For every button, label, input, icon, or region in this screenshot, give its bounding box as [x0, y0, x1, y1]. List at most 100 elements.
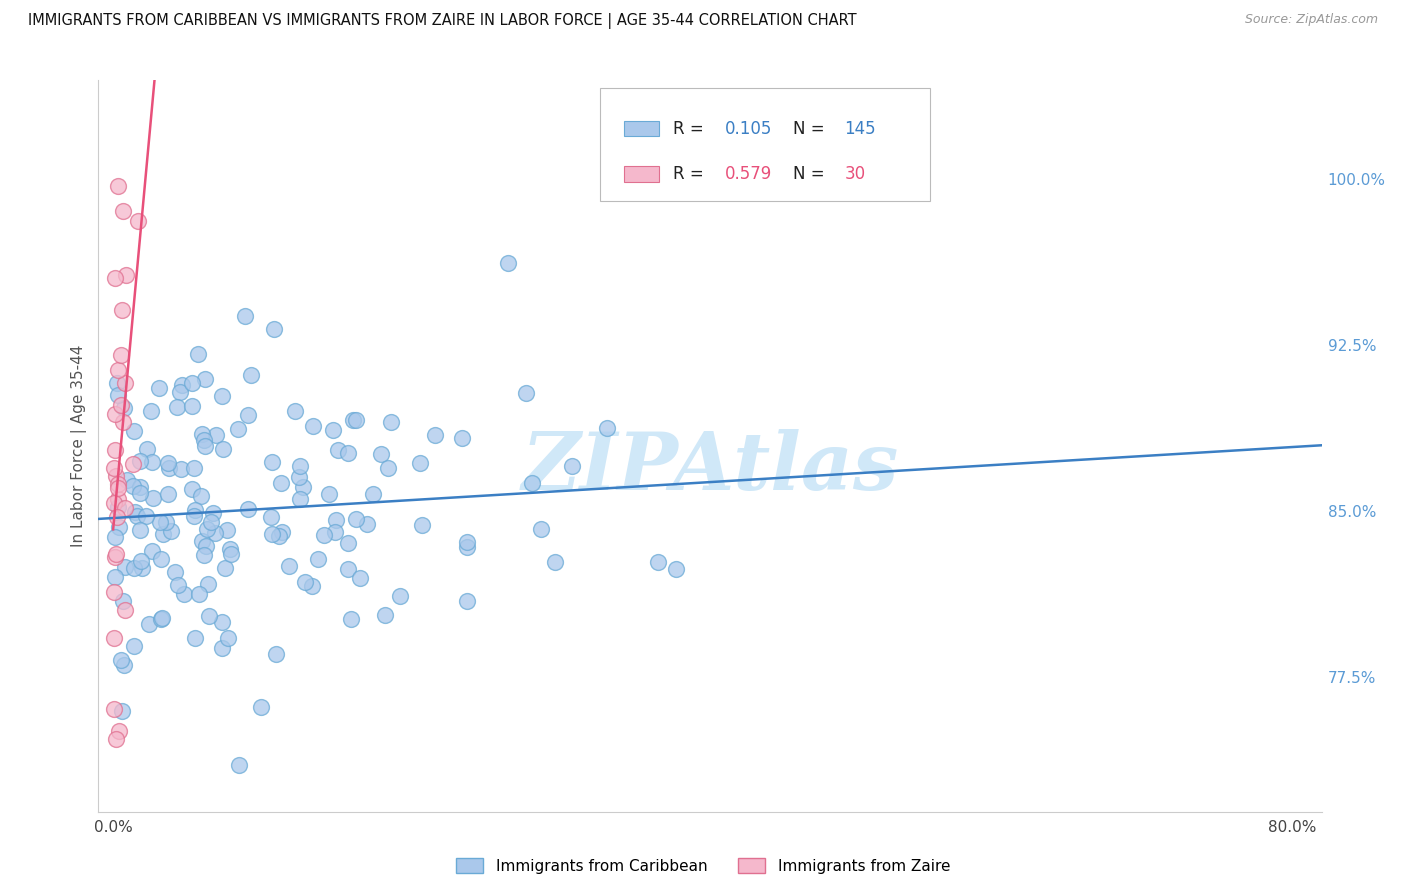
Point: [290, 458, 312, 473]
Text: ZIPAtlas: ZIPAtlas: [522, 429, 898, 507]
Point: [544, 555, 567, 569]
Point: [294, 575, 316, 590]
Point: [121, 457, 143, 471]
Point: [128, 479, 150, 493]
Point: [105, 376, 128, 390]
Point: [195, 539, 218, 553]
Bar: [624, 121, 658, 136]
Point: [112, 401, 135, 415]
Point: [111, 303, 134, 318]
Point: [217, 523, 239, 537]
Point: [336, 561, 359, 575]
Point: [356, 517, 378, 532]
Point: [129, 523, 152, 537]
Point: [122, 561, 145, 575]
Point: [260, 455, 283, 469]
Text: 92.5%: 92.5%: [1327, 339, 1376, 354]
Point: [170, 378, 193, 392]
Point: [344, 413, 367, 427]
Point: [236, 502, 259, 516]
Text: 145: 145: [845, 120, 876, 137]
Point: [193, 548, 215, 562]
Point: [110, 653, 132, 667]
Point: [647, 555, 669, 569]
Point: [138, 616, 160, 631]
Text: IMMIGRANTS FROM CARIBBEAN VS IMMIGRANTS FROM ZAIRE IN LABOR FORCE | AGE 35-44 CO: IMMIGRANTS FROM CARIBBEAN VS IMMIGRANTS …: [28, 13, 856, 29]
Point: [197, 577, 219, 591]
Point: [260, 526, 283, 541]
Point: [377, 461, 399, 475]
Point: [267, 529, 290, 543]
Point: [141, 544, 163, 558]
Point: [103, 702, 125, 716]
Point: [110, 398, 132, 412]
Point: [184, 631, 207, 645]
Point: [105, 509, 128, 524]
Text: 100.0%: 100.0%: [1327, 172, 1386, 187]
Point: [128, 485, 150, 500]
Text: R =: R =: [673, 120, 710, 137]
Point: [152, 526, 174, 541]
Point: [291, 480, 314, 494]
Point: [198, 608, 221, 623]
Point: [370, 447, 392, 461]
Point: [191, 534, 214, 549]
Point: [214, 561, 236, 575]
Point: [190, 489, 212, 503]
Point: [263, 322, 285, 336]
Point: [122, 424, 145, 438]
Point: [219, 547, 242, 561]
Point: [169, 384, 191, 399]
Point: [104, 549, 127, 564]
Text: 0.105: 0.105: [724, 120, 772, 137]
Point: [409, 456, 432, 470]
Point: [339, 612, 361, 626]
Point: [522, 476, 544, 491]
Point: [204, 525, 226, 540]
Point: [111, 415, 134, 429]
Point: [108, 520, 131, 534]
Point: [107, 500, 129, 514]
Point: [114, 500, 136, 515]
Point: [108, 724, 131, 739]
Point: [201, 506, 224, 520]
Point: [127, 213, 149, 227]
Point: [451, 432, 474, 446]
Point: [107, 481, 129, 495]
Point: [105, 469, 128, 483]
Point: [181, 376, 204, 390]
Y-axis label: In Labor Force | Age 35-44: In Labor Force | Age 35-44: [72, 345, 87, 547]
Point: [181, 482, 204, 496]
Point: [103, 461, 125, 475]
Point: [104, 570, 127, 584]
Point: [129, 554, 152, 568]
Point: [456, 535, 478, 549]
FancyBboxPatch shape: [600, 87, 931, 201]
Point: [342, 412, 364, 426]
Point: [228, 758, 250, 772]
Point: [277, 558, 299, 573]
Point: [112, 593, 135, 607]
Point: [307, 552, 329, 566]
Point: [188, 587, 211, 601]
Point: [318, 486, 340, 500]
Point: [496, 256, 519, 270]
Point: [260, 509, 283, 524]
Point: [104, 731, 127, 746]
Point: [183, 461, 205, 475]
Point: [194, 439, 217, 453]
Point: [250, 700, 273, 714]
Point: [561, 458, 583, 473]
Text: 77.5%: 77.5%: [1327, 672, 1376, 686]
Point: [270, 476, 292, 491]
Point: [166, 401, 188, 415]
Text: R =: R =: [673, 165, 710, 183]
Point: [191, 427, 214, 442]
Point: [107, 491, 129, 506]
Point: [148, 381, 170, 395]
Point: [456, 540, 478, 554]
Point: [131, 560, 153, 574]
Point: [290, 491, 312, 506]
Point: [103, 631, 125, 645]
Point: [204, 428, 226, 442]
